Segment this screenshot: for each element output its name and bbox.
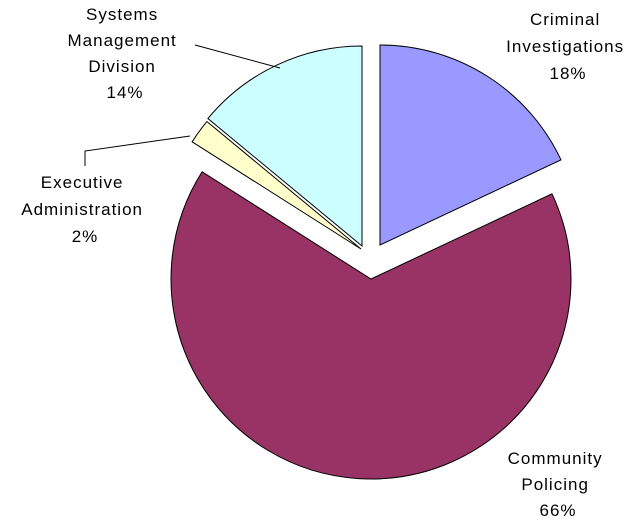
label-systems-management-division: Systems Management Division 14%: [68, 5, 183, 102]
label-community-policing: Community Policing 66%: [508, 449, 609, 520]
slice-community-policing: [170, 171, 572, 480]
slice-systems-management-division: [207, 45, 363, 248]
leader-lines: [84, 44, 281, 166]
leader-line-executive-administration: [84, 135, 191, 166]
leader-line-systems-management: [194, 44, 281, 69]
label-criminal-investigations: Criminal Investigations 18%: [506, 10, 630, 83]
slice-criminal-investigations: [379, 44, 562, 246]
label-executive-administration: Executive Administration 2%: [21, 173, 148, 246]
slice-executive-administration: [191, 120, 362, 250]
pie-slices: [170, 44, 572, 480]
